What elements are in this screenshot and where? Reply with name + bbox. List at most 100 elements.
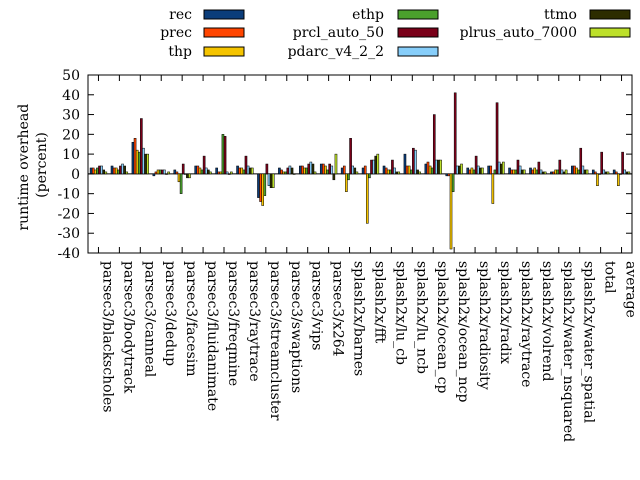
bar (472, 169, 476, 175)
bar (242, 169, 246, 175)
bar (550, 171, 553, 175)
bar (152, 173, 156, 177)
bar (412, 147, 415, 175)
x-tick-label: splash2x/water_nsquared (560, 261, 576, 442)
bar (370, 159, 373, 175)
bar (89, 167, 93, 175)
x-tick-label: parsec3/fluidanimate (204, 261, 220, 411)
bar (617, 173, 620, 187)
bar (328, 163, 331, 175)
bar (489, 165, 493, 175)
bar (439, 159, 442, 175)
bar (516, 159, 520, 175)
bar (117, 169, 120, 175)
x-tick-label: parsec3/dedup (162, 261, 178, 366)
bar (282, 171, 285, 175)
bar (261, 173, 264, 206)
bar (460, 163, 463, 175)
bar (230, 171, 233, 175)
bar (451, 173, 455, 192)
bar (100, 165, 103, 175)
bar (154, 171, 158, 175)
bar (581, 165, 585, 175)
bar (246, 165, 250, 175)
bar (382, 165, 386, 175)
bar (539, 169, 543, 175)
legend-swatch (397, 27, 439, 38)
bar (418, 171, 421, 175)
bar (487, 165, 490, 175)
x-tick-label: parsec3/raytrace (246, 261, 262, 382)
legend-swatch (589, 27, 631, 38)
bar (223, 136, 227, 175)
bar (353, 167, 357, 175)
bar (240, 167, 244, 175)
bar (558, 159, 562, 175)
bar (428, 165, 432, 175)
bar (403, 153, 407, 175)
bar (137, 151, 141, 175)
bar (144, 153, 147, 175)
bar (453, 92, 457, 175)
bar (531, 169, 534, 175)
bar (181, 163, 185, 175)
x-tick-label: parsec3/vips (309, 261, 325, 350)
bar (200, 169, 204, 175)
legend-swatch (397, 9, 439, 20)
bar (449, 173, 453, 250)
y-tick-label: -10 (57, 187, 80, 203)
bar (529, 167, 532, 175)
bar (416, 169, 419, 175)
bar (263, 173, 267, 196)
y-tick-label: 0 (71, 167, 80, 183)
bar (564, 169, 568, 175)
bar (204, 167, 208, 175)
bar (619, 173, 622, 175)
bar (537, 161, 541, 175)
bar (160, 169, 164, 175)
bar (468, 169, 472, 175)
bar (140, 118, 143, 175)
bar (391, 159, 394, 175)
bar (98, 165, 101, 175)
bar (286, 167, 290, 175)
bar (397, 171, 401, 175)
x-tick-label: parsec3/x264 (330, 261, 346, 357)
bar (389, 169, 392, 175)
bar (278, 167, 281, 175)
y-axis: -40 -30 -20 -10 0 10 20 30 40 50 (57, 68, 632, 262)
bar (196, 165, 200, 175)
bar (330, 165, 334, 175)
y-axis-label: runtime overhead (percent) (16, 99, 50, 230)
bar (227, 173, 231, 175)
bar (445, 173, 449, 177)
bar (173, 169, 177, 175)
x-tick-label: splash2x/ocean_ncp (455, 261, 471, 402)
bar (594, 171, 597, 175)
bar (535, 169, 539, 175)
bar (495, 102, 499, 175)
bar (221, 134, 225, 175)
bar (299, 165, 302, 175)
bar (265, 163, 269, 175)
bar (175, 171, 179, 175)
bar (426, 161, 430, 175)
bar (573, 165, 576, 175)
x-tick-label: splash2x/volrend (539, 261, 555, 382)
x-tick-label: parsec3/blackscholes (99, 261, 115, 412)
bar (606, 171, 610, 175)
bar (541, 171, 545, 175)
bar (598, 173, 601, 175)
bar (372, 159, 375, 175)
y-axis-label-line-1: runtime overhead (16, 104, 32, 231)
bar (508, 167, 511, 175)
bar (458, 165, 461, 175)
bar (493, 169, 497, 175)
bar (435, 159, 438, 175)
bar (349, 138, 352, 175)
x-tick-label: parsec3/facesim (183, 261, 199, 377)
bar (307, 163, 311, 175)
bar (368, 173, 371, 179)
bar (219, 171, 223, 175)
